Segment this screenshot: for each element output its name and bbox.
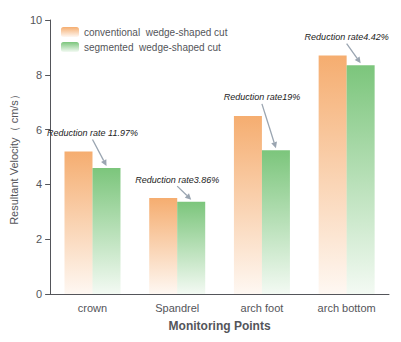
svg-text:2: 2 bbox=[36, 233, 42, 245]
svg-text:segmented wedge-shaped cut: segmented wedge-shaped cut bbox=[84, 42, 221, 53]
svg-text:0: 0 bbox=[36, 288, 42, 300]
svg-text:arch bottom: arch bottom bbox=[318, 302, 376, 314]
svg-text:Reduction rate 11.97%: Reduction rate 11.97% bbox=[47, 128, 138, 138]
svg-text:8: 8 bbox=[36, 69, 42, 81]
svg-text:Spandrel: Spandrel bbox=[155, 302, 199, 314]
svg-text:10: 10 bbox=[30, 14, 42, 26]
svg-text:Monitoring Points: Monitoring Points bbox=[169, 319, 271, 333]
svg-text:arch foot: arch foot bbox=[241, 302, 284, 314]
svg-text:Resultant Velocity（ cm/s）: Resultant Velocity（ cm/s） bbox=[8, 89, 20, 225]
svg-text:Reduction rate4.42%: Reduction rate4.42% bbox=[305, 32, 389, 42]
svg-text:4: 4 bbox=[36, 178, 42, 190]
svg-text:crown: crown bbox=[78, 302, 107, 314]
svg-text:Reduction rate3.86%: Reduction rate3.86% bbox=[135, 175, 219, 185]
svg-text:6: 6 bbox=[36, 124, 42, 136]
svg-text:conventional wedge-shaped cut: conventional wedge-shaped cut bbox=[84, 27, 228, 38]
svg-text:Reduction rate19%: Reduction rate19% bbox=[224, 92, 301, 102]
